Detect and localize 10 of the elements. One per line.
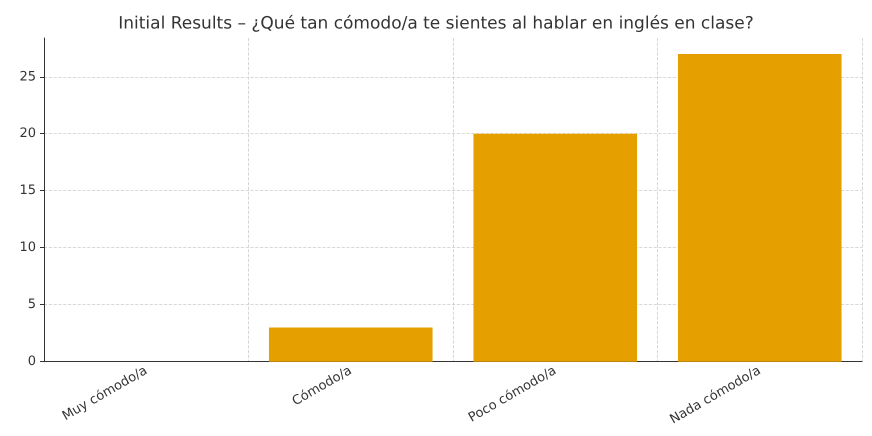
bar — [473, 134, 638, 362]
bar — [268, 328, 433, 362]
bar — [678, 54, 842, 362]
y-tick-label: 10 — [19, 240, 36, 256]
y-tick-label: 0 — [28, 354, 36, 370]
chart-title: Initial Results – ¿Qué tan cómodo/a te sientes al hablar en inglés en clase? — [118, 14, 754, 34]
y-tick-label: 15 — [19, 183, 36, 198]
y-tick-label: 20 — [19, 126, 36, 142]
y-tick-label: 5 — [28, 297, 36, 312]
y-tick-label: 25 — [19, 69, 36, 84]
